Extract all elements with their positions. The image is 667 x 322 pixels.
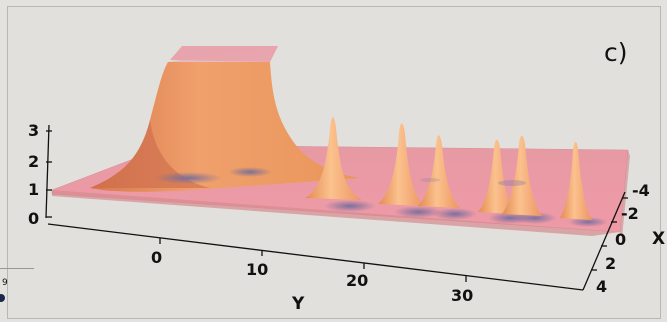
peak-3: [418, 135, 477, 220]
z-tick-label: 1: [28, 180, 40, 199]
y-tick-label: 20: [346, 271, 369, 290]
edge-fragment-dot: [0, 294, 5, 302]
surface-right-edge: [620, 150, 630, 238]
plateau-shadow-2: [228, 167, 272, 177]
panel-label: c): [604, 38, 628, 67]
peak-5: [502, 135, 557, 224]
x-axis-title: X: [652, 229, 666, 249]
edge-fragment-label: 9: [2, 278, 8, 288]
x-tick-label: 4: [596, 277, 608, 296]
z-axis-line: [45, 124, 50, 219]
z-tick-label: 3: [28, 121, 40, 140]
x-axis-line: [582, 191, 626, 291]
z-tick-label: 0: [28, 209, 40, 228]
peak-1: [305, 117, 376, 212]
surface-front-edge: [52, 190, 620, 236]
plateau-shade: [90, 120, 210, 188]
floor-ripple: [420, 178, 440, 182]
x-tick-label: 0: [615, 230, 627, 249]
y-axis-title: Y: [292, 294, 305, 314]
y-tick-label: 10: [246, 260, 269, 279]
x-tick-label: -4: [632, 181, 650, 200]
peak-6: [560, 141, 608, 227]
y-axis-line: [47, 223, 584, 291]
x-tick-label: -2: [621, 204, 639, 223]
y-tick-label: 30: [451, 286, 474, 305]
peak-2: [378, 123, 442, 218]
y-tick-label: 0: [151, 248, 163, 267]
floor-ripple: [498, 180, 526, 186]
plateau-top-rim: [168, 46, 278, 62]
plateau-shadow: [154, 172, 222, 184]
z-tick-label: 2: [28, 152, 40, 171]
x-tick-label: 2: [605, 254, 617, 273]
edge-rule: [0, 268, 34, 269]
